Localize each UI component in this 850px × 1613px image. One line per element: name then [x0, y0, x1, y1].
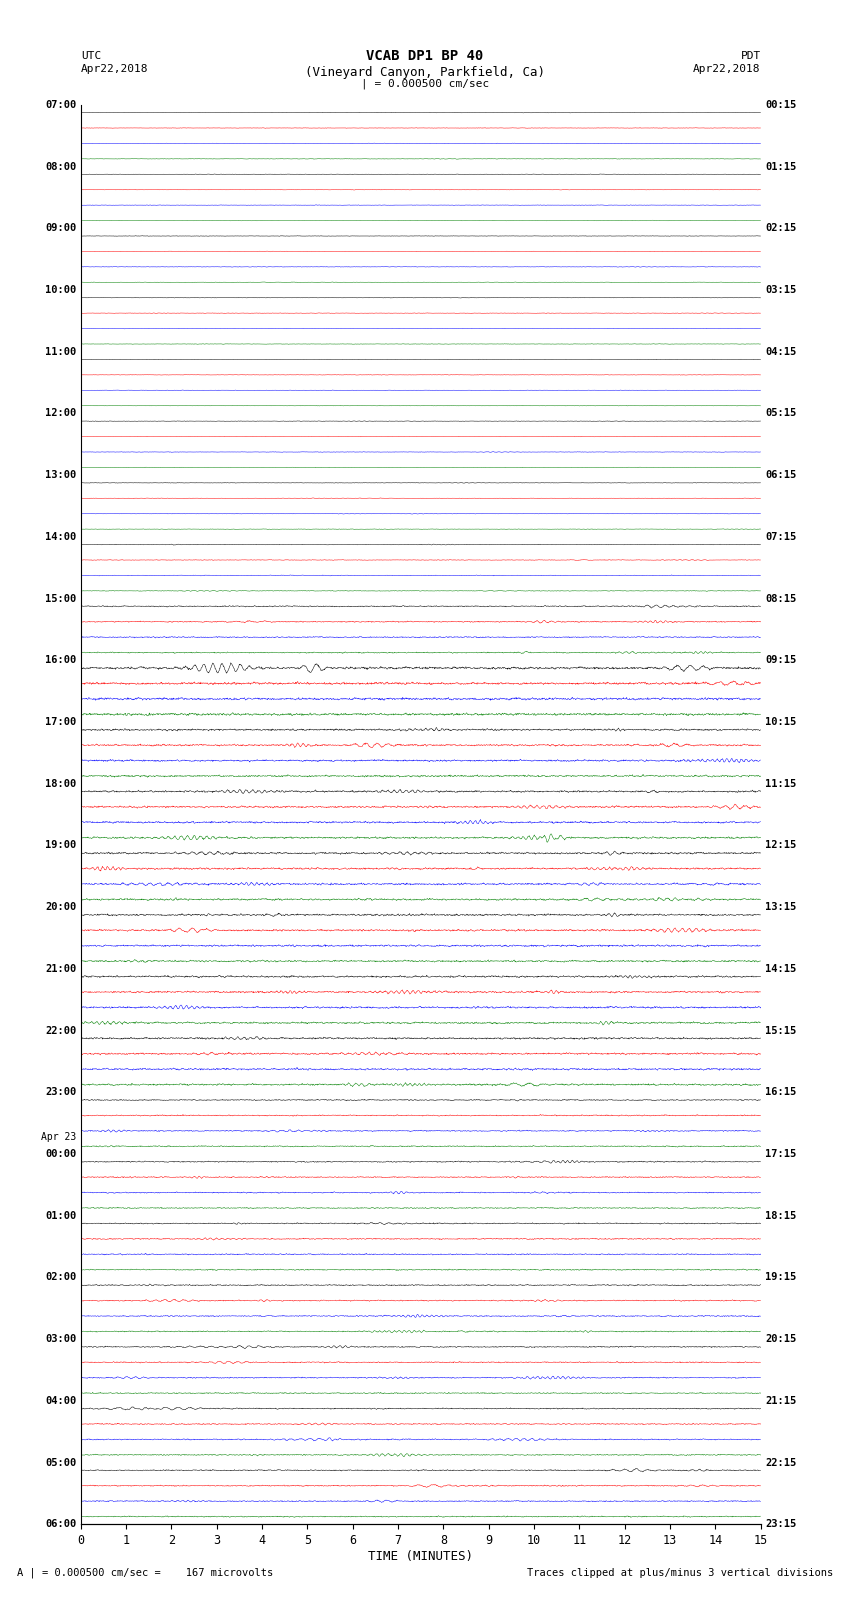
Text: 03:15: 03:15	[765, 286, 796, 295]
Text: 02:15: 02:15	[765, 223, 796, 234]
Text: Apr22,2018: Apr22,2018	[81, 65, 148, 74]
Text: 12:15: 12:15	[765, 840, 796, 850]
Text: 11:00: 11:00	[45, 347, 76, 356]
Text: 05:15: 05:15	[765, 408, 796, 418]
Text: 13:15: 13:15	[765, 902, 796, 911]
Text: 23:15: 23:15	[765, 1519, 796, 1529]
Text: 17:00: 17:00	[45, 718, 76, 727]
Text: 20:00: 20:00	[45, 902, 76, 911]
Text: 16:00: 16:00	[45, 655, 76, 665]
Text: 06:15: 06:15	[765, 469, 796, 481]
Text: Apr22,2018: Apr22,2018	[694, 65, 761, 74]
Text: 08:00: 08:00	[45, 161, 76, 171]
Text: 01:15: 01:15	[765, 161, 796, 171]
Text: 02:00: 02:00	[45, 1273, 76, 1282]
Text: 22:15: 22:15	[765, 1458, 796, 1468]
Text: (Vineyard Canyon, Parkfield, Ca): (Vineyard Canyon, Parkfield, Ca)	[305, 66, 545, 79]
Text: PDT: PDT	[740, 52, 761, 61]
Text: 21:15: 21:15	[765, 1395, 796, 1407]
Text: 04:15: 04:15	[765, 347, 796, 356]
Text: | = 0.000500 cm/sec: | = 0.000500 cm/sec	[361, 79, 489, 89]
Text: 01:00: 01:00	[45, 1211, 76, 1221]
Text: 04:00: 04:00	[45, 1395, 76, 1407]
X-axis label: TIME (MINUTES): TIME (MINUTES)	[368, 1550, 473, 1563]
Text: 12:00: 12:00	[45, 408, 76, 418]
Text: 07:15: 07:15	[765, 532, 796, 542]
Text: 10:00: 10:00	[45, 286, 76, 295]
Text: 19:00: 19:00	[45, 840, 76, 850]
Text: 09:15: 09:15	[765, 655, 796, 665]
Text: 14:00: 14:00	[45, 532, 76, 542]
Text: 21:00: 21:00	[45, 965, 76, 974]
Text: 06:00: 06:00	[45, 1519, 76, 1529]
Text: 13:00: 13:00	[45, 469, 76, 481]
Text: 20:15: 20:15	[765, 1334, 796, 1344]
Text: Apr 23: Apr 23	[42, 1132, 76, 1142]
Text: 07:00: 07:00	[45, 100, 76, 110]
Text: UTC: UTC	[81, 52, 101, 61]
Text: 15:00: 15:00	[45, 594, 76, 603]
Text: 08:15: 08:15	[765, 594, 796, 603]
Text: 23:00: 23:00	[45, 1087, 76, 1097]
Text: Traces clipped at plus/minus 3 vertical divisions: Traces clipped at plus/minus 3 vertical …	[527, 1568, 833, 1578]
Text: 05:00: 05:00	[45, 1458, 76, 1468]
Text: A | = 0.000500 cm/sec =    167 microvolts: A | = 0.000500 cm/sec = 167 microvolts	[17, 1568, 273, 1578]
Text: 03:00: 03:00	[45, 1334, 76, 1344]
Text: 00:00: 00:00	[45, 1148, 76, 1160]
Text: 00:15: 00:15	[765, 100, 796, 110]
Text: 18:15: 18:15	[765, 1211, 796, 1221]
Text: 22:00: 22:00	[45, 1026, 76, 1036]
Text: 19:15: 19:15	[765, 1273, 796, 1282]
Text: 09:00: 09:00	[45, 223, 76, 234]
Text: 11:15: 11:15	[765, 779, 796, 789]
Text: 10:15: 10:15	[765, 718, 796, 727]
Text: 15:15: 15:15	[765, 1026, 796, 1036]
Text: VCAB DP1 BP 40: VCAB DP1 BP 40	[366, 50, 484, 63]
Text: 18:00: 18:00	[45, 779, 76, 789]
Text: 14:15: 14:15	[765, 965, 796, 974]
Text: 17:15: 17:15	[765, 1148, 796, 1160]
Text: 16:15: 16:15	[765, 1087, 796, 1097]
